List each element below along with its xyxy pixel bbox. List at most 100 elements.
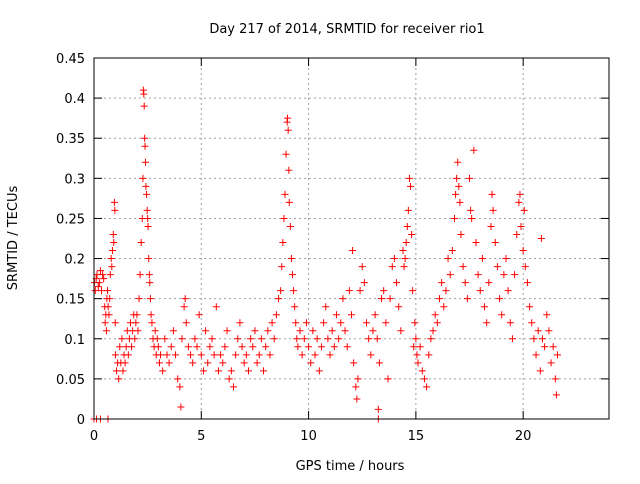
data-point — [144, 214, 152, 222]
data-point — [506, 319, 514, 327]
data-point — [354, 375, 362, 383]
data-point — [119, 367, 127, 375]
data-point — [317, 343, 325, 351]
axis-ticks: 0 0.05 0.1 0.15 0.2 0.25 0.3 0.35 0.4 0.45 0 5 10 15 2… — [56, 52, 609, 444]
data-point — [431, 311, 439, 319]
data-point — [348, 311, 355, 319]
data-point — [365, 335, 373, 343]
x-tick-label: 15 — [408, 429, 425, 444]
data-point — [309, 327, 317, 335]
data-point — [124, 351, 132, 359]
data-point — [538, 335, 546, 343]
data-point — [536, 367, 544, 375]
data-point — [238, 343, 246, 351]
data-point — [106, 271, 114, 279]
data-point — [142, 182, 150, 190]
data-point — [260, 367, 268, 375]
data-point — [202, 327, 210, 335]
data-point — [408, 230, 416, 238]
data-point — [468, 214, 476, 222]
data-point — [177, 403, 185, 411]
data-point — [452, 190, 460, 198]
data-point — [144, 222, 152, 230]
data-point — [91, 287, 99, 295]
data-point — [95, 279, 103, 287]
data-point — [412, 335, 420, 343]
data-point — [277, 287, 285, 295]
data-point — [378, 295, 386, 303]
data-point — [223, 327, 231, 335]
data-point — [481, 303, 489, 311]
data-point — [275, 295, 283, 303]
data-point — [278, 263, 286, 271]
data-point — [302, 319, 310, 327]
data-point — [472, 239, 480, 247]
data-point — [320, 319, 328, 327]
data-point — [375, 359, 383, 367]
data-point — [337, 319, 345, 327]
data-point — [268, 319, 276, 327]
data-point — [313, 335, 321, 343]
data-point — [282, 150, 290, 158]
data-point — [547, 359, 555, 367]
data-point — [292, 319, 300, 327]
data-point — [141, 134, 149, 142]
data-point — [393, 279, 401, 287]
data-points — [90, 86, 561, 423]
data-point — [418, 367, 426, 375]
data-point — [195, 311, 203, 319]
data-point — [341, 327, 349, 335]
data-point — [404, 206, 412, 214]
data-point — [444, 255, 452, 263]
data-point — [554, 351, 561, 359]
data-point — [116, 343, 124, 351]
data-point — [493, 263, 501, 271]
data-point — [240, 359, 248, 367]
data-point — [402, 239, 410, 247]
data-point — [380, 287, 388, 295]
data-point — [99, 271, 107, 279]
data-point — [530, 335, 538, 343]
data-point — [353, 395, 361, 403]
data-point — [294, 343, 302, 351]
x-tick-label: 10 — [300, 429, 317, 444]
data-point — [108, 247, 116, 255]
data-point — [154, 343, 162, 351]
data-point — [104, 287, 112, 295]
data-point — [496, 295, 504, 303]
data-point — [403, 222, 411, 230]
data-point — [326, 351, 334, 359]
data-point — [135, 295, 143, 303]
data-point — [219, 359, 227, 367]
data-point — [335, 335, 343, 343]
data-point — [98, 287, 106, 295]
data-point — [519, 247, 527, 255]
data-point — [296, 327, 304, 335]
data-point — [352, 383, 360, 391]
data-point — [146, 279, 154, 287]
data-point — [109, 230, 117, 238]
data-point — [118, 335, 126, 343]
y-tick-label: 0.2 — [64, 253, 85, 268]
data-point — [414, 359, 422, 367]
data-point — [262, 343, 270, 351]
data-point — [286, 222, 294, 230]
data-point — [107, 255, 115, 263]
data-point — [137, 239, 145, 247]
data-point — [429, 327, 437, 335]
data-point — [401, 255, 409, 263]
data-point — [293, 335, 301, 343]
data-point — [140, 102, 148, 110]
data-point — [517, 222, 525, 230]
data-point — [369, 327, 377, 335]
data-point — [456, 198, 464, 206]
data-point — [153, 335, 161, 343]
data-point — [174, 375, 182, 383]
data-point — [455, 182, 463, 190]
data-point — [491, 239, 499, 247]
data-point — [204, 359, 212, 367]
data-point — [146, 295, 154, 303]
data-point — [420, 375, 428, 383]
data-point — [189, 359, 197, 367]
